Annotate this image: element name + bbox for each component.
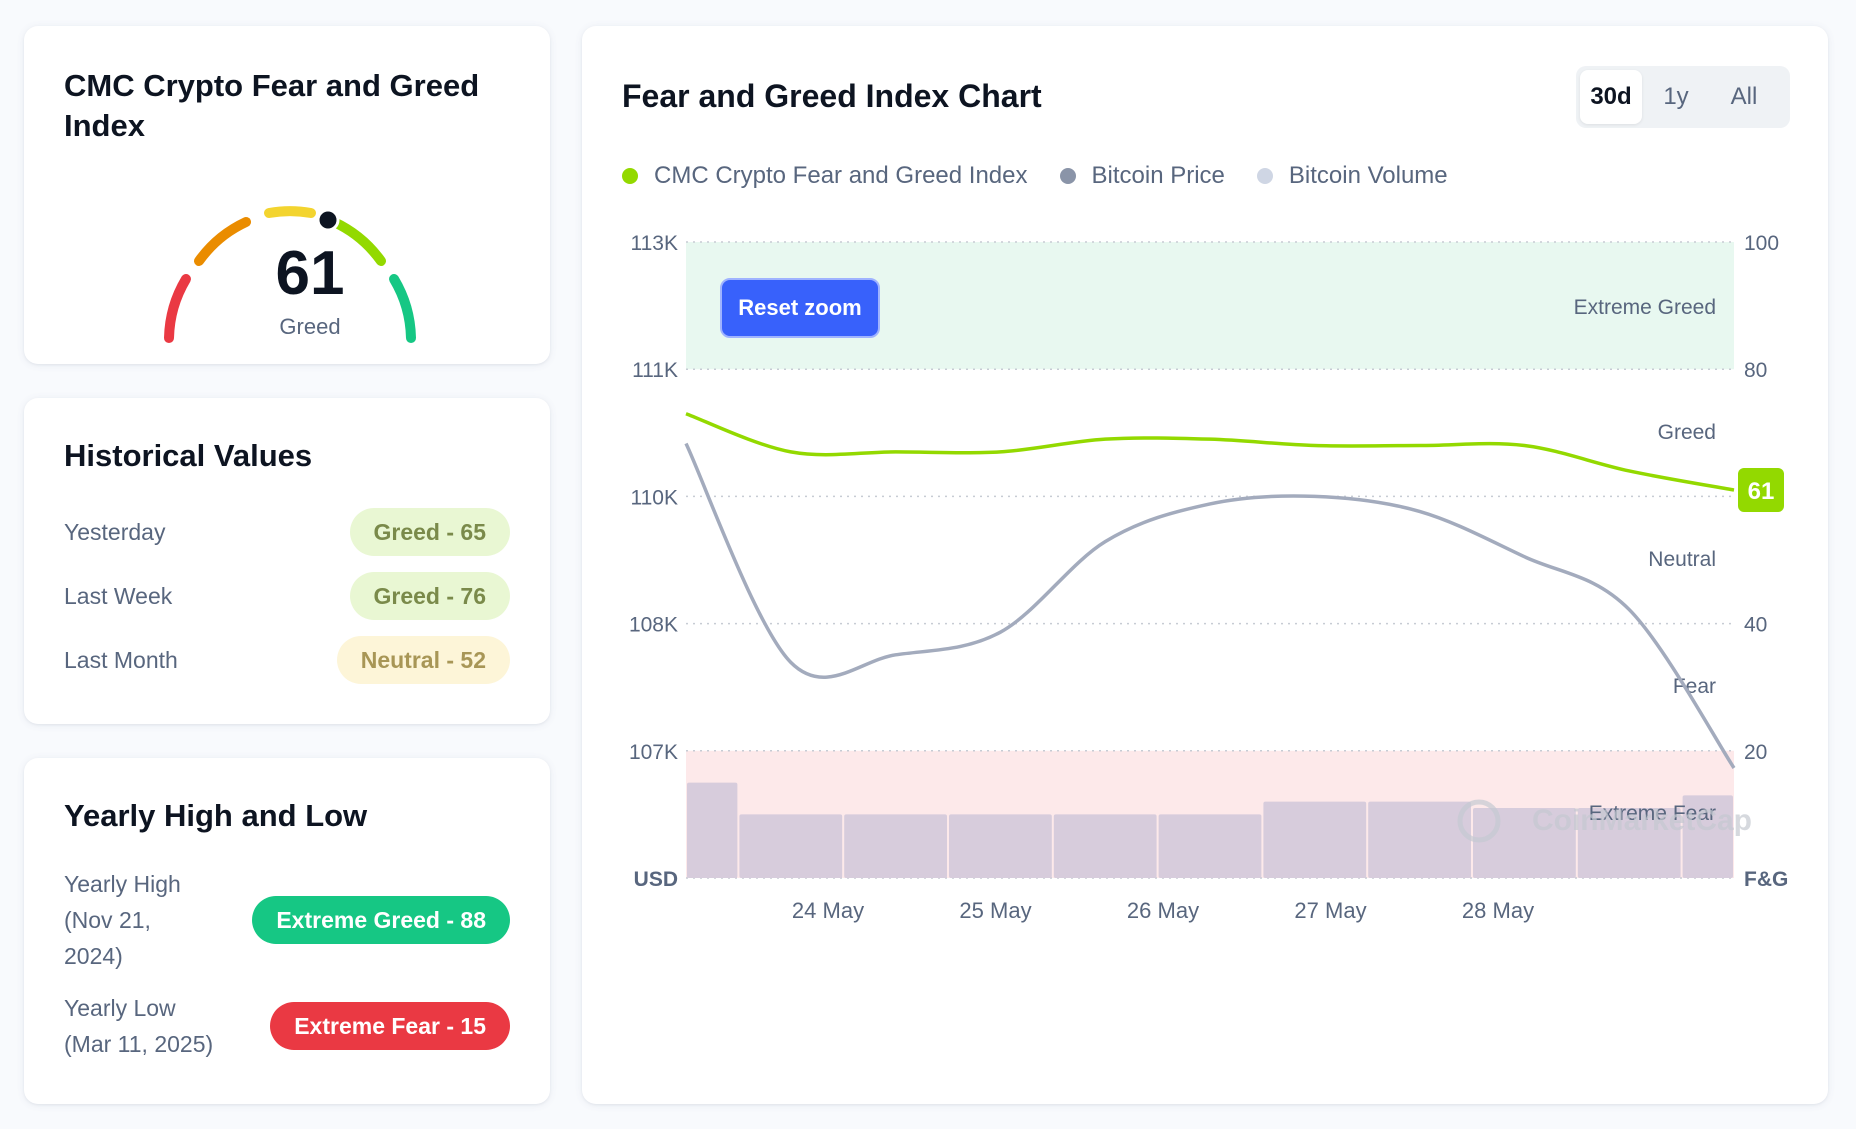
gauge-segment-neutral: [264, 206, 316, 218]
legend-dot: [1059, 168, 1076, 184]
range-button-1y[interactable]: 1y: [1663, 83, 1689, 110]
band-label: Extreme Fear: [1589, 802, 1716, 825]
y-left-tick-label: 108K: [629, 614, 678, 637]
y-right-tick-label: 20: [1744, 741, 1767, 764]
yearly-high-label-line: Yearly High: [64, 871, 181, 897]
yearly-high-badge: Extreme Greed - 88: [252, 896, 510, 944]
history-label: Last Month: [64, 646, 178, 673]
yearly-low-date-line: (Mar 11, 2025): [64, 1031, 214, 1057]
fear-greed-gauge-card: CMC Crypto Fear and Greed Index 61 Greed: [24, 26, 550, 364]
chart-legend: CMC Crypto Fear and Greed Index Bitcoin …: [622, 162, 1480, 190]
volume-bar: [1263, 801, 1367, 878]
x-tick-label: 25 May: [959, 898, 1031, 923]
watermark-text: CoinMarketCap: [1532, 804, 1752, 837]
yearly-title: Yearly High and Low: [64, 798, 368, 833]
yearly-low-label: Yearly Low (Mar 11, 2025): [64, 990, 213, 1062]
volume-bar: [739, 814, 843, 878]
x-tick-label: 28 May: [1462, 898, 1534, 923]
legend-item-fear-greed[interactable]: CMC Crypto Fear and Greed Index: [622, 162, 1028, 190]
y-left-axis-label: USD: [634, 868, 678, 891]
gauge-label: Greed: [279, 314, 341, 339]
reset-zoom-button[interactable]: Reset zoom: [720, 278, 880, 338]
gauge-segment-extreme-fear: [164, 274, 191, 343]
y-left-tick-label: 107K: [629, 741, 678, 764]
y-left-tick-label: 113K: [631, 232, 679, 255]
gauge-indicator: [316, 208, 340, 232]
band-label: Greed: [1658, 421, 1716, 444]
current-value-badge: [1738, 468, 1784, 513]
history-row-last-week: Last Week Greed - 76: [64, 572, 510, 620]
volume-bar: [1682, 795, 1733, 878]
current-value-label: 61: [1748, 478, 1775, 505]
legend-item-bitcoin-price[interactable]: Bitcoin Price: [1059, 162, 1225, 190]
volume-bar: [1158, 814, 1262, 878]
gauge-segment-fear: [194, 217, 251, 266]
y-right-tick-label: 100: [1744, 232, 1779, 255]
y-left-tick-label: 110K: [631, 486, 679, 509]
y-right-tick-label: 80: [1744, 359, 1767, 382]
chart-plot[interactable]: Extreme Greed Greed Neutral Fear Extreme Fea…: [582, 26, 1828, 1104]
historical-title: Historical Values: [64, 438, 313, 473]
volume-bar: [687, 782, 738, 878]
legend-dot: [1256, 168, 1273, 184]
history-row-last-month: Last Month Neutral - 52: [64, 636, 510, 684]
history-badge: Neutral - 52: [336, 636, 510, 684]
yearly-low-badge: Extreme Fear - 15: [270, 1002, 510, 1050]
fear-greed-chart-card: Fear and Greed Index Chart 30d 1y All CM…: [582, 26, 1828, 1104]
legend-item-bitcoin-volume[interactable]: Bitcoin Volume: [1256, 162, 1448, 190]
legend-label: Bitcoin Volume: [1288, 162, 1448, 189]
volume-bar: [844, 814, 947, 878]
volume-bar: [1368, 801, 1471, 878]
band-label: Extreme Greed: [1574, 296, 1716, 319]
gauge-title: CMC Crypto Fear and Greed Index: [64, 68, 480, 143]
gauge-segment-extreme-greed: [389, 274, 416, 343]
range-selector: 30d 1y All: [1576, 66, 1790, 128]
volume-bar: [1053, 814, 1157, 878]
fear-greed-line: [685, 412, 1735, 492]
x-tick-label: 24 May: [792, 898, 864, 923]
yearly-high-year-line: 2024): [64, 943, 123, 969]
y-right-axis-label: F&G: [1744, 868, 1788, 891]
legend-dot: [622, 168, 638, 184]
legend-label: Bitcoin Price: [1091, 162, 1225, 189]
history-badge: Greed - 65: [349, 508, 510, 556]
history-row-yesterday: Yesterday Greed - 65: [64, 508, 510, 556]
y-right-tick-label: 40: [1744, 614, 1767, 637]
band-label: Fear: [1673, 675, 1716, 698]
yearly-low-label-line: Yearly Low: [64, 995, 176, 1021]
gauge-arc: [164, 206, 416, 343]
history-label: Last Week: [64, 582, 173, 609]
bitcoin-price-line: [684, 442, 1736, 769]
yearly-high-row: Yearly High (Nov 21, 2024) Extreme Greed…: [64, 866, 510, 974]
watermark-logo-icon: [1457, 799, 1501, 843]
history-badge: Greed - 76: [349, 572, 510, 620]
range-button-all[interactable]: All: [1730, 83, 1758, 110]
y-left-tick-label: 111K: [632, 359, 678, 382]
yearly-high-low-card: Yearly High and Low Yearly High (Nov 21,…: [24, 758, 550, 1104]
range-button-30d[interactable]: 30d: [1580, 70, 1642, 124]
yearly-high-label: Yearly High (Nov 21, 2024): [64, 866, 181, 974]
volume-bar: [1577, 808, 1681, 878]
yearly-high-date-line: (Nov 21,: [64, 907, 151, 933]
gauge-value: 61: [275, 239, 345, 308]
yearly-low-row: Yearly Low (Mar 11, 2025) Extreme Fear -…: [64, 990, 510, 1062]
x-tick-label: 27 May: [1294, 898, 1366, 923]
x-tick-label: 26 May: [1127, 898, 1199, 923]
volume-bar: [949, 814, 1052, 878]
band-label: Neutral: [1648, 548, 1716, 571]
historical-values-card: Historical Values Yesterday Greed - 65 L…: [24, 398, 550, 724]
legend-label: CMC Crypto Fear and Greed Index: [654, 162, 1028, 189]
history-label: Yesterday: [64, 518, 166, 545]
chart-title: Fear and Greed Index Chart: [622, 78, 1042, 114]
